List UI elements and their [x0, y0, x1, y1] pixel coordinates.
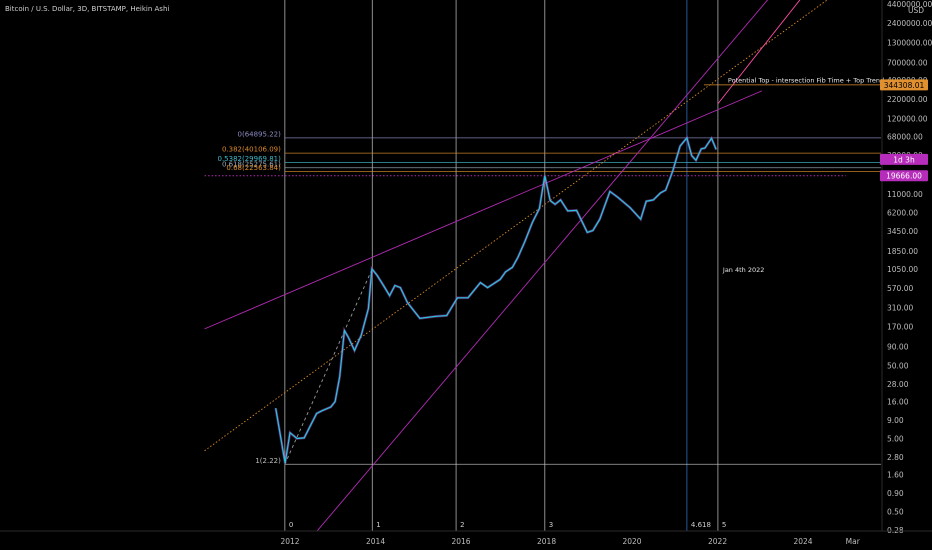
currency-label: USD: [908, 6, 924, 15]
trend-line: [204, 90, 763, 330]
y-tick-label: 2400000.00: [887, 19, 932, 28]
fib-time-zone-label: 1: [376, 521, 380, 529]
y-tick-label: 1.60: [887, 471, 904, 480]
price-badge-label: 344308.01: [884, 81, 925, 90]
y-tick-label: 68000.00: [887, 132, 923, 141]
y-tick-label: 0.90: [887, 489, 904, 498]
fib-level-label: 0.5382(29969.81): [217, 155, 281, 163]
x-tick-label: 2016: [451, 537, 470, 546]
y-tick-label: 5.00: [887, 435, 904, 444]
x-tick-label: 2020: [622, 537, 641, 546]
trend-line: [204, 0, 828, 452]
y-tick-label: 9.00: [887, 416, 904, 425]
y-tick-label: 6200.00: [887, 208, 918, 217]
x-tick-label: 2014: [366, 537, 385, 546]
y-tick-label: 700000.00: [887, 58, 928, 67]
y-tick-label: 1300000.00: [887, 39, 932, 48]
price-badge: [880, 79, 928, 91]
x-tick-label: 2012: [280, 537, 299, 546]
y-tick-label: 16.00: [887, 398, 909, 407]
trend-line: [316, 0, 769, 531]
y-tick-label: 28.00: [887, 380, 909, 389]
fib-level-label: 0.68(22563.84): [226, 164, 281, 172]
price-badge-label: 19666.00: [886, 172, 922, 181]
y-tick-label: 310.00: [887, 303, 913, 312]
trend-line: [284, 268, 373, 465]
x-tick-label: 2018: [537, 537, 556, 546]
y-tick-label: 1850.00: [887, 247, 918, 256]
price-badge: [880, 153, 928, 165]
plot-area: [204, 0, 881, 531]
fib-level-label: 0(64895.22): [238, 130, 282, 138]
y-tick-label: 0.50: [887, 508, 904, 517]
fib-level-label: 0.382(40106.09): [222, 146, 281, 154]
fib-level-label: 1(2.22): [255, 457, 281, 465]
x-tick-label: Mar: [846, 537, 861, 546]
x-tick-label: 2024: [793, 537, 812, 546]
price-series-line: [275, 136, 717, 464]
y-tick-label: 1050.00: [887, 265, 918, 274]
price-badge-label: 1d 3h: [893, 155, 915, 164]
y-tick-label: 50.00: [887, 361, 909, 370]
y-tick-label: 11000.00: [887, 190, 923, 199]
y-tick-label: 570.00: [887, 284, 913, 293]
y-tick-label: 120000.00: [887, 114, 928, 123]
y-tick-label: 220000.00: [887, 95, 928, 104]
fib-time-zone-label: 3: [549, 521, 553, 529]
fib-time-zone-label: 2: [460, 521, 464, 529]
y-tick-label: 4400000.00: [887, 0, 932, 9]
fib-level-label: 0.618(25275.61): [222, 160, 281, 168]
potential-top-label: Potential Top - intersection Fib Time + …: [728, 76, 884, 84]
y-tick-label: 3450.00: [887, 227, 918, 236]
fib-time-zone-label: 0: [289, 521, 293, 529]
price-series-shadow: [274, 135, 718, 464]
x-tick-label: 2022: [708, 537, 727, 546]
chart-title: Bitcoin / U.S. Dollar, 3D, BITSTAMP, Hei…: [5, 5, 170, 13]
y-tick-label: 170.00: [887, 323, 913, 332]
y-tick-label: 90.00: [887, 343, 909, 352]
date-annotation: Jan 4th 2022: [722, 266, 765, 274]
trend-line: [717, 0, 801, 105]
y-tick-label: 2.80: [887, 453, 904, 462]
fib-time-zone-label: 4.618: [691, 521, 711, 529]
price-badge: [880, 170, 928, 182]
fib-time-zone-label: 5: [722, 521, 726, 529]
